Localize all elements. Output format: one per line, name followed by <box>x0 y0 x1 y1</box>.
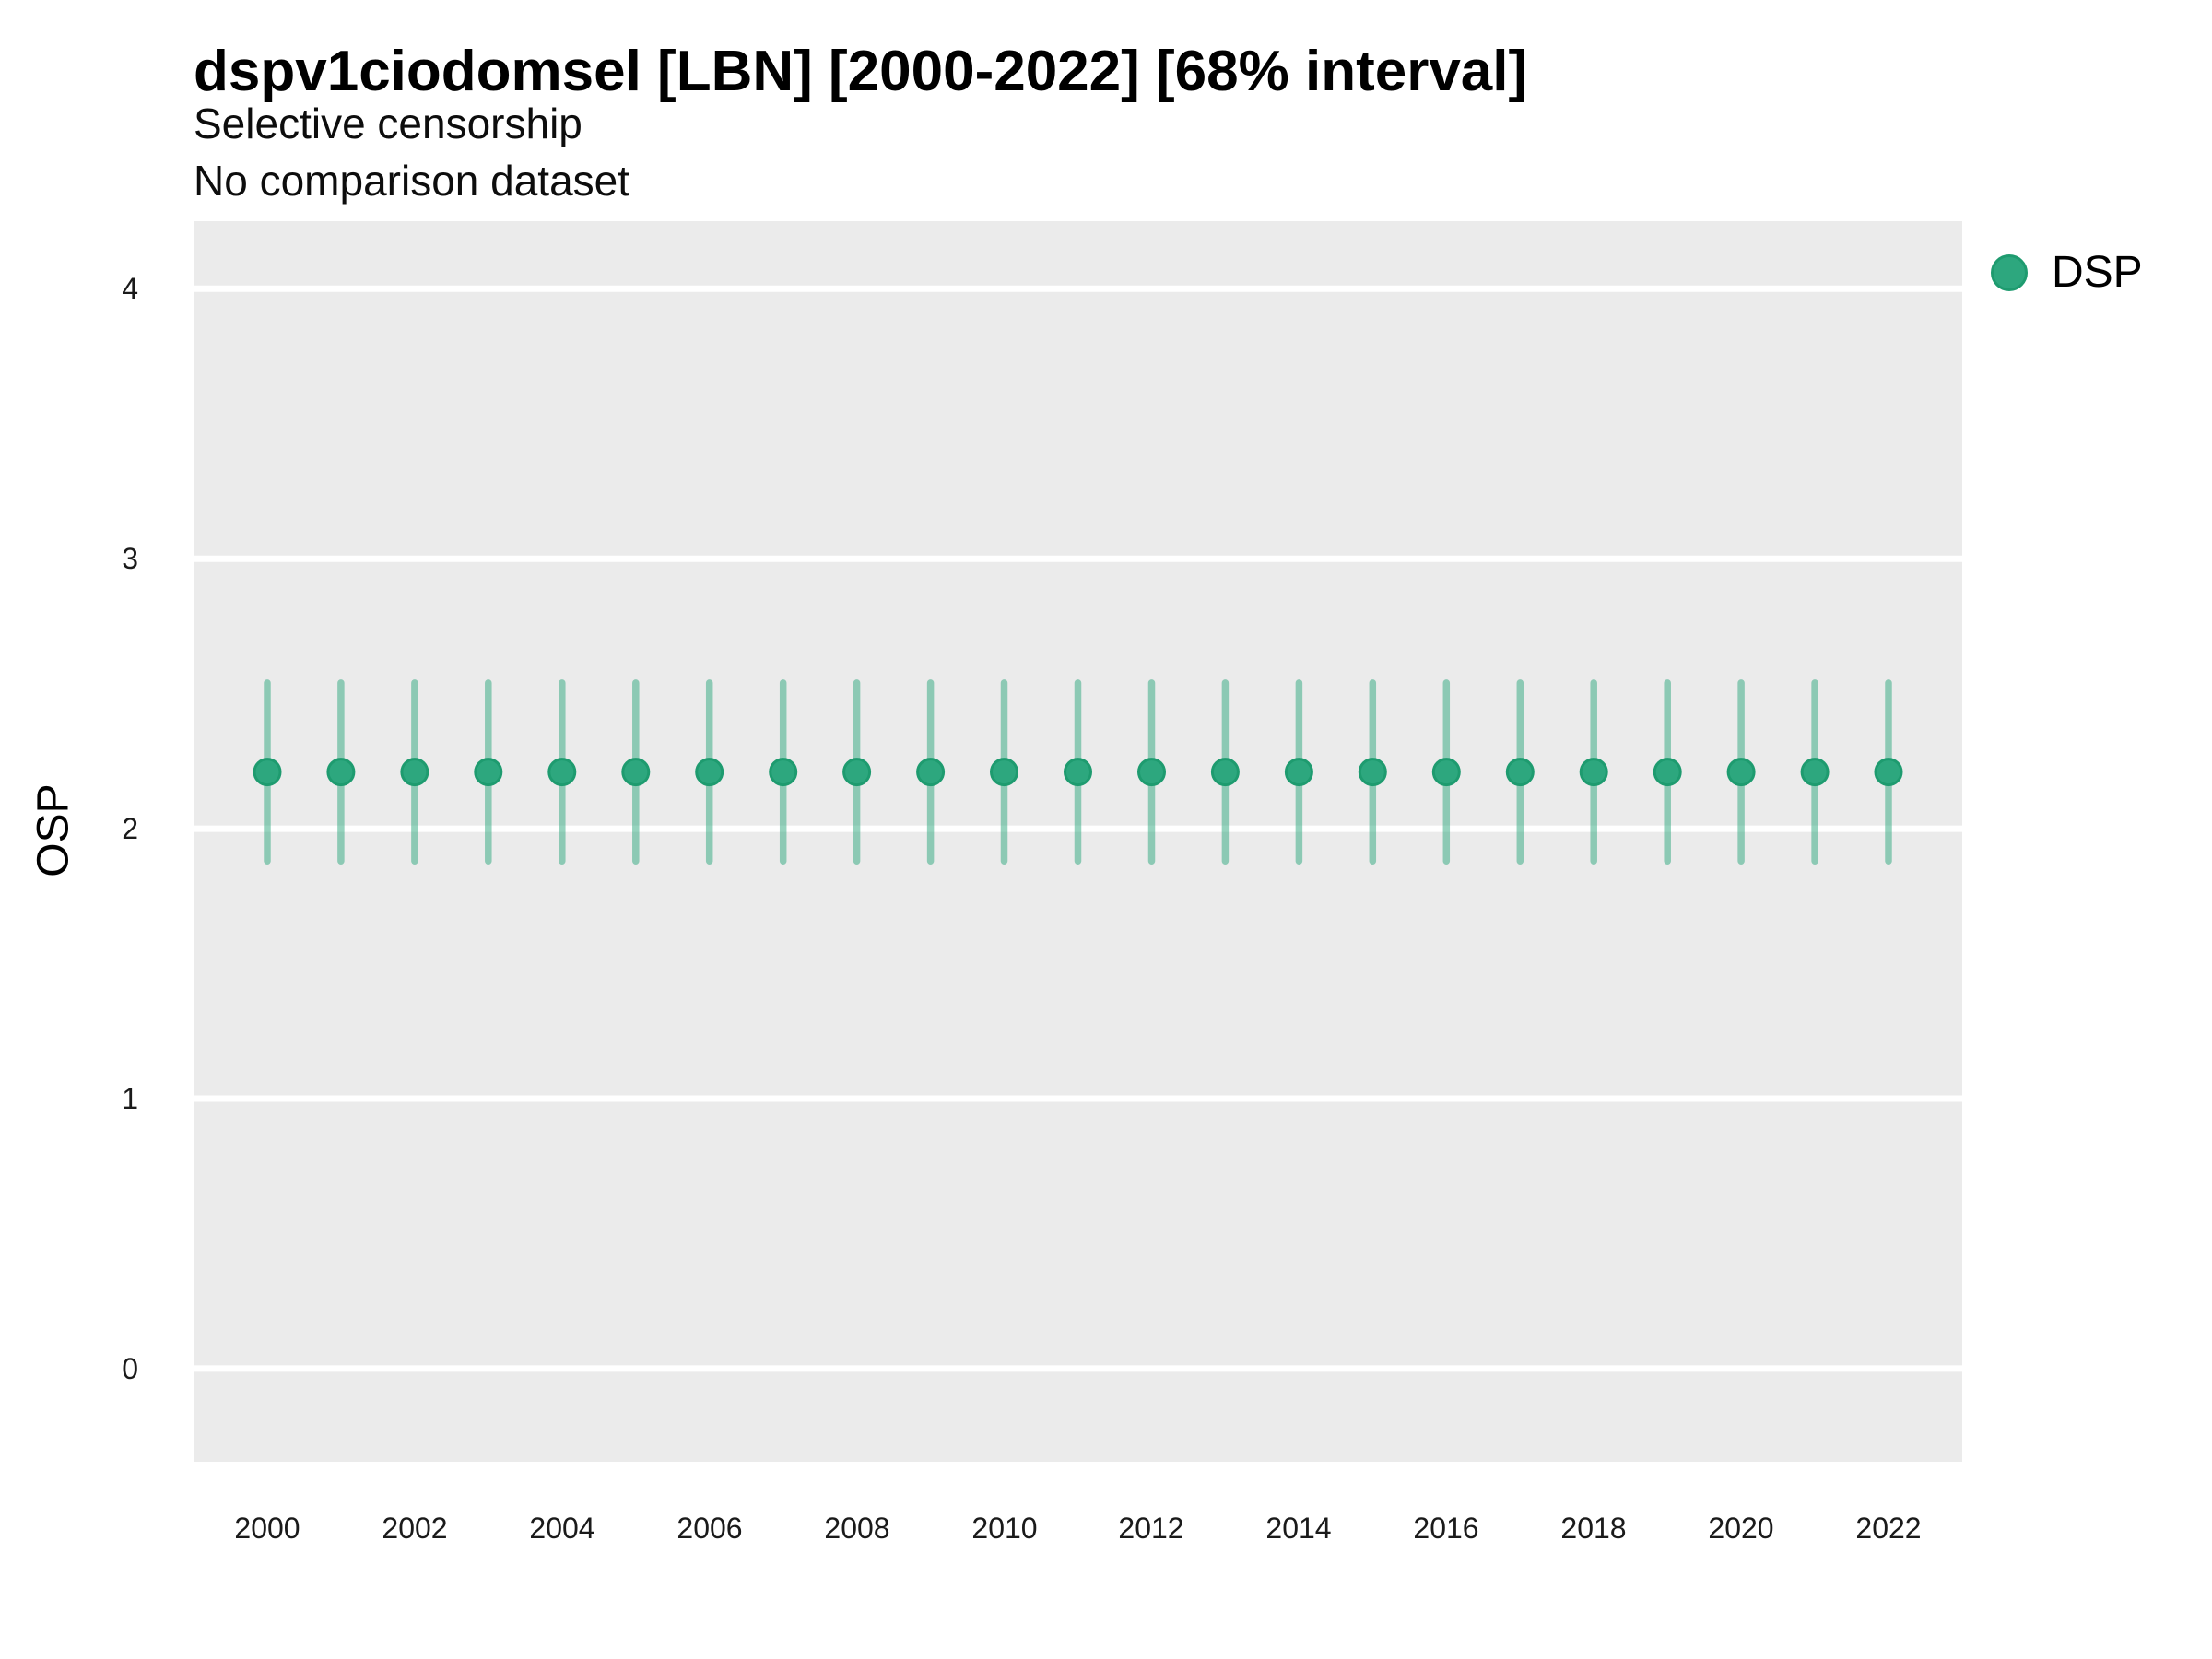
legend-dsp-dot-icon <box>1991 254 2028 291</box>
data-point-2011 <box>1064 758 1092 787</box>
y-tick-label-1: 1 <box>122 1082 138 1115</box>
data-point-2015 <box>1358 758 1387 787</box>
plot-panel <box>194 221 1962 1462</box>
x-tick-label-2010: 2010 <box>971 1512 1038 1545</box>
data-point-2001 <box>326 758 356 787</box>
chart-subtitle-line2: No comparison dataset <box>194 157 630 205</box>
data-point-2003 <box>474 758 503 787</box>
legend-dsp-label: DSP <box>2052 248 2143 297</box>
data-point-2000 <box>253 758 282 787</box>
data-point-2018 <box>1579 758 1608 787</box>
x-tick-label-2018: 2018 <box>1560 1512 1627 1545</box>
data-point-2008 <box>842 758 872 787</box>
data-point-2009 <box>916 758 946 787</box>
x-tick-label-2000: 2000 <box>234 1512 300 1545</box>
x-tick-label-2008: 2008 <box>824 1512 890 1545</box>
data-point-2020 <box>1726 758 1756 787</box>
data-point-2006 <box>695 758 724 787</box>
x-tick-label-2004: 2004 <box>529 1512 595 1545</box>
chart-subtitle-line1: Selective censorship <box>194 100 582 147</box>
data-point-2021 <box>1800 758 1830 787</box>
x-tick-label-2006: 2006 <box>677 1512 743 1545</box>
y-tick-label-4: 4 <box>122 272 138 305</box>
data-point-2016 <box>1431 758 1461 787</box>
x-tick-label-2022: 2022 <box>1855 1512 1922 1545</box>
data-point-2013 <box>1210 758 1240 787</box>
data-point-2017 <box>1505 758 1535 787</box>
legend: DSP <box>1991 247 2143 299</box>
data-point-2007 <box>769 758 798 787</box>
x-tick-label-2020: 2020 <box>1708 1512 1774 1545</box>
data-point-2005 <box>621 758 651 787</box>
data-point-2019 <box>1653 758 1682 787</box>
x-tick-label-2012: 2012 <box>1118 1512 1184 1545</box>
chart-title: dspv1ciodomsel [LBN] [2000-2022] [68% in… <box>194 40 1528 103</box>
data-point-2022 <box>1874 758 1903 787</box>
data-point-2012 <box>1137 758 1166 787</box>
y-tick-label-3: 3 <box>122 542 138 575</box>
x-tick-label-2014: 2014 <box>1265 1512 1332 1545</box>
plot-area <box>194 285 1962 1372</box>
y-tick-label-2: 2 <box>122 812 138 845</box>
y-tick-label-0: 0 <box>122 1352 138 1385</box>
x-tick-label-2016: 2016 <box>1413 1512 1479 1545</box>
data-point-2004 <box>547 758 577 787</box>
data-point-2014 <box>1284 758 1313 787</box>
data-point-2002 <box>400 758 429 787</box>
x-tick-label-2002: 2002 <box>382 1512 448 1545</box>
data-point-2010 <box>990 758 1018 787</box>
